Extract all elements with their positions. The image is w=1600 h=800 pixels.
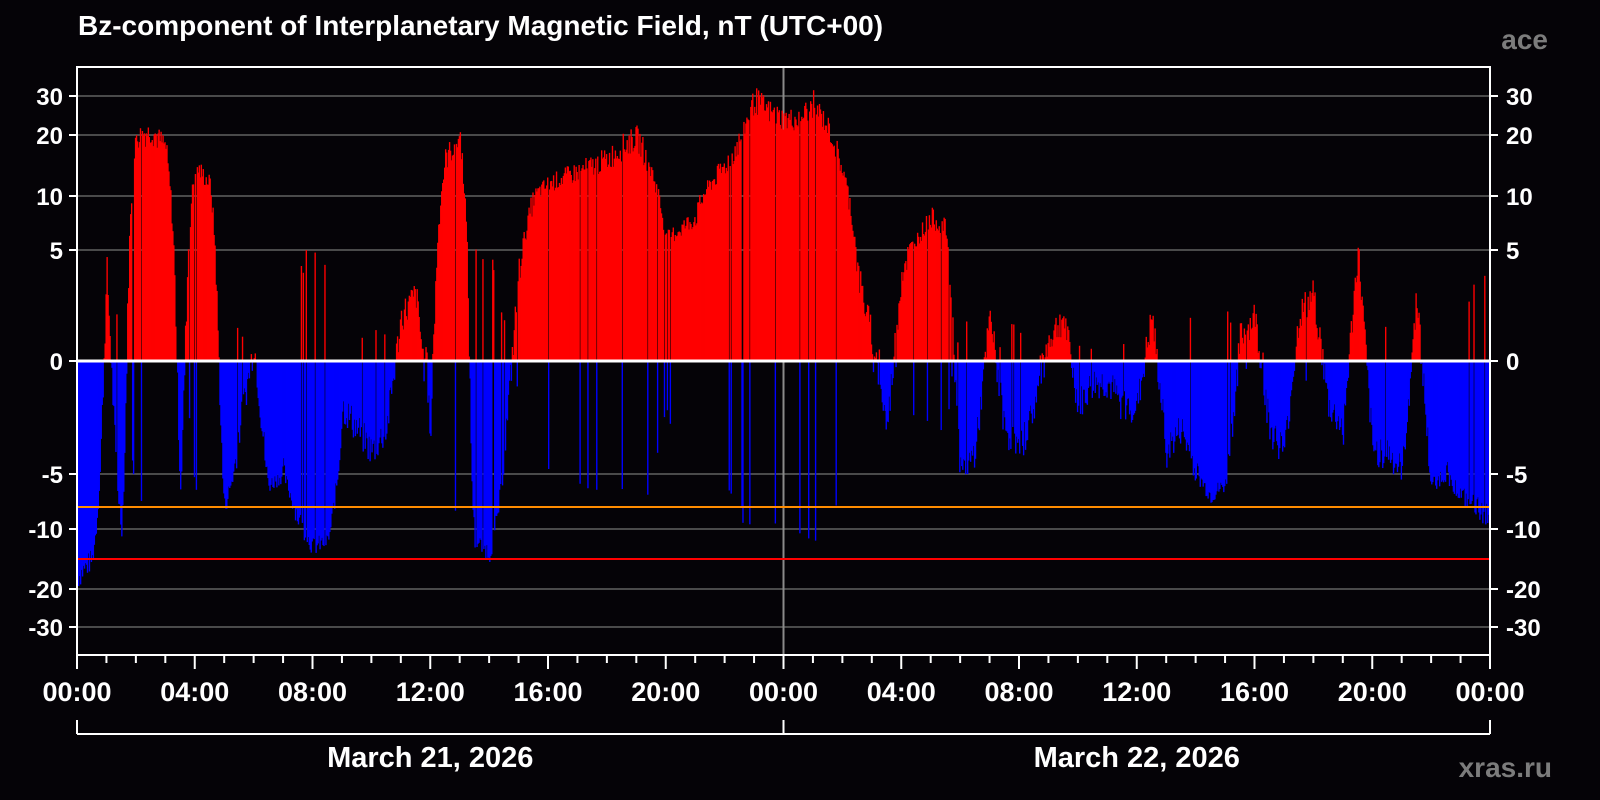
y-tick-label-right: -10 bbox=[1506, 517, 1541, 544]
y-tick-label-right: 30 bbox=[1506, 84, 1533, 111]
y-tick-label-right: -5 bbox=[1506, 462, 1527, 489]
threshold-lines bbox=[77, 506, 1490, 560]
x-tick-label: 12:00 bbox=[396, 677, 465, 707]
x-tick-label: 16:00 bbox=[513, 677, 582, 707]
y-tick-label-left: 30 bbox=[36, 84, 63, 111]
chart-title: Bz-component of Interplanetary Magnetic … bbox=[78, 10, 884, 41]
y-axis-right: 30 20 10 5 0 -5 -10 -20 -30 bbox=[1490, 84, 1541, 642]
x-tick-label: 08:00 bbox=[984, 677, 1053, 707]
y-tick-label-left: -20 bbox=[28, 577, 63, 604]
x-tick-label: 16:00 bbox=[1220, 677, 1289, 707]
x-tick-label: 20:00 bbox=[1338, 677, 1407, 707]
date-label: March 21, 2026 bbox=[327, 742, 533, 774]
date-brackets: March 21, 2026 March 22, 2026 bbox=[76, 720, 1491, 774]
y-tick-label-left: 5 bbox=[50, 238, 63, 265]
x-tick-label: 08:00 bbox=[278, 677, 347, 707]
y-tick-label-left: 10 bbox=[36, 184, 63, 211]
x-tick-label: 04:00 bbox=[160, 677, 229, 707]
y-tick-label-right: 20 bbox=[1506, 123, 1533, 150]
y-tick-label-right: 10 bbox=[1506, 184, 1533, 211]
y-tick-label-left: -10 bbox=[28, 517, 63, 544]
x-tick-label: 20:00 bbox=[631, 677, 700, 707]
x-axis: 00:00 04:00 08:00 12:00 16:00 20:00 00:00 04:00… bbox=[42, 655, 1525, 707]
y-tick-label-left: -5 bbox=[42, 462, 63, 489]
y-tick-label-left: -30 bbox=[28, 615, 63, 642]
y-axis-left: 30 20 10 5 0 -5 -10 -20 -30 bbox=[28, 84, 77, 642]
y-tick-label-right: -30 bbox=[1506, 615, 1541, 642]
y-tick-label-right: -20 bbox=[1506, 577, 1541, 604]
y-tick-label-left: 20 bbox=[36, 123, 63, 150]
site-watermark: xras.ru bbox=[1458, 752, 1552, 783]
bz-bars bbox=[77, 88, 1491, 587]
x-tick-label: 12:00 bbox=[1102, 677, 1171, 707]
x-tick-label: 04:00 bbox=[867, 677, 936, 707]
date-label: March 22, 2026 bbox=[1034, 742, 1240, 774]
x-tick-label: 00:00 bbox=[1455, 677, 1524, 707]
x-tick-label: 00:00 bbox=[749, 677, 818, 707]
y-tick-label-left: 0 bbox=[50, 349, 63, 376]
y-tick-label-right: 0 bbox=[1506, 349, 1519, 376]
y-tick-label-right: 5 bbox=[1506, 238, 1519, 265]
x-tick-label: 00:00 bbox=[42, 677, 111, 707]
data-source-label: ace bbox=[1501, 24, 1548, 55]
